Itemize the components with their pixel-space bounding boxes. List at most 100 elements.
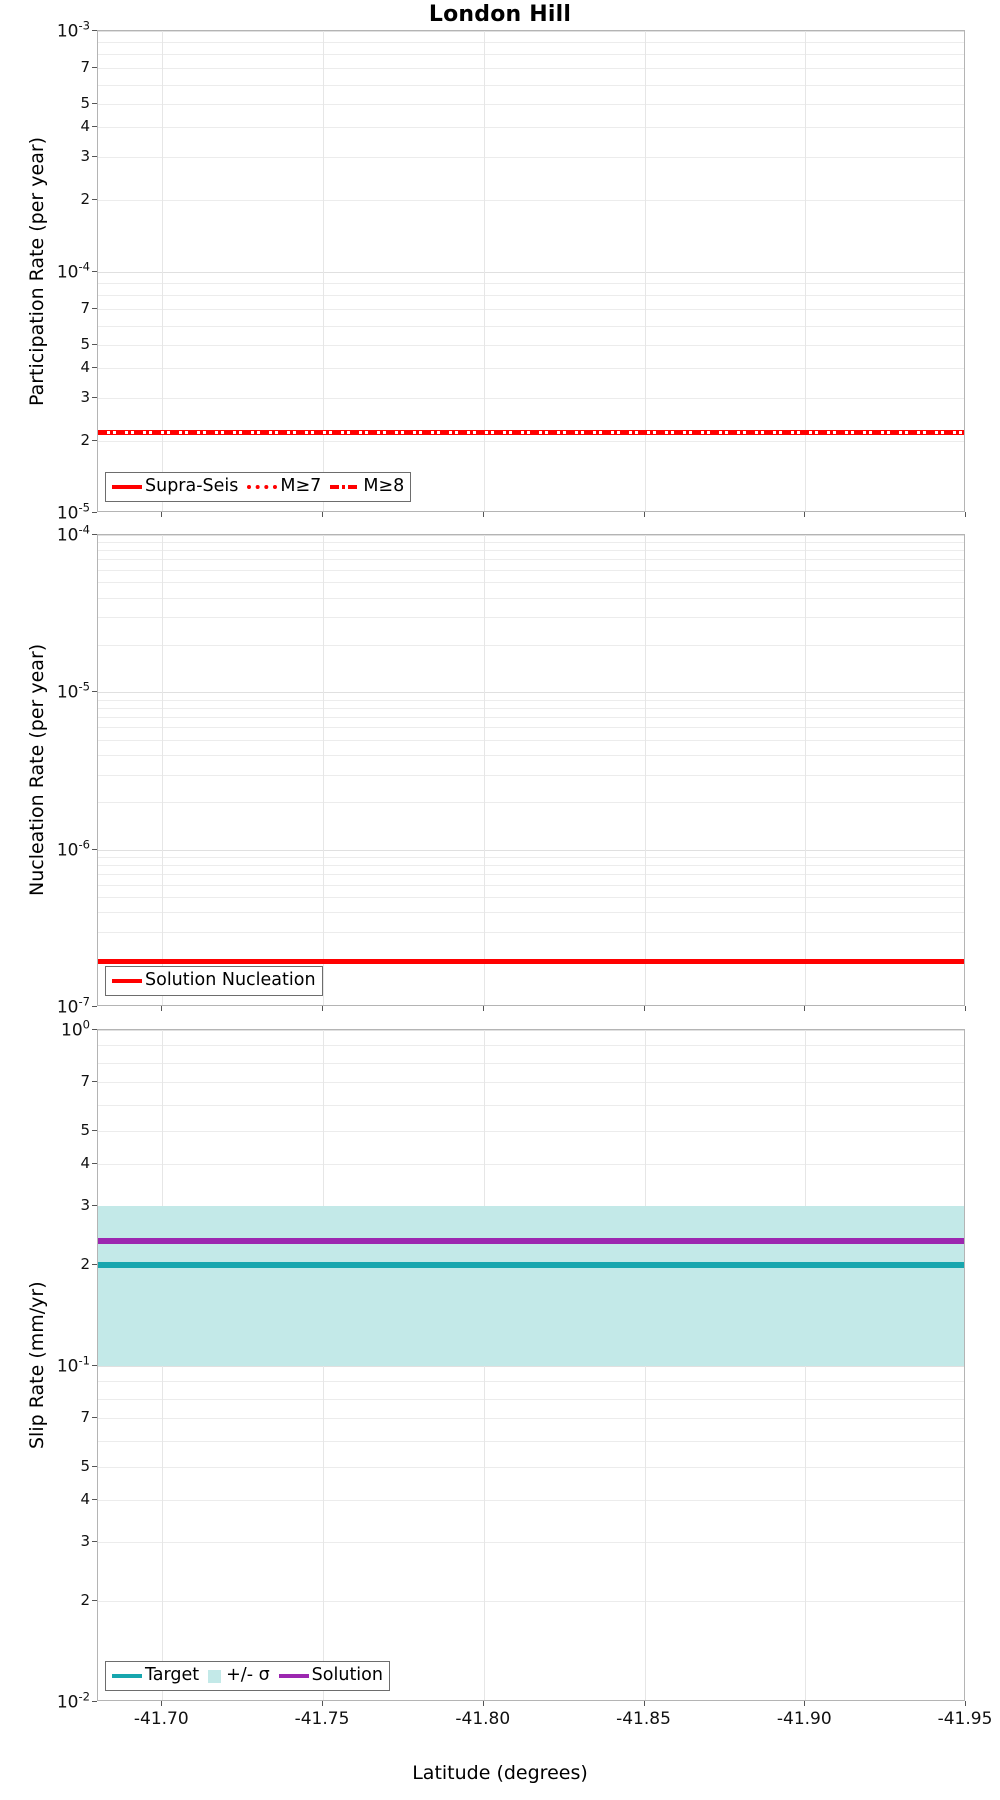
- y-tick-mark: [92, 1417, 97, 1418]
- gridline-horizontal: [98, 1045, 964, 1047]
- gridline-horizontal: [98, 283, 964, 284]
- panel2-legend[interactable]: Solution Nucleation: [105, 966, 323, 996]
- gridline-horizontal: [98, 344, 964, 346]
- gridline-horizontal: [98, 707, 964, 709]
- gridline-horizontal: [98, 1418, 964, 1419]
- panel2-y-axis-label: Nucleation Rate (per year): [26, 643, 48, 896]
- x-tick-mark: [643, 1006, 645, 1011]
- gridline-horizontal: [98, 1499, 964, 1501]
- legend-label: M≥7: [280, 476, 322, 497]
- gridline-horizontal: [98, 440, 964, 442]
- panel3-legend[interactable]: Target +/- σ Solution: [105, 1661, 390, 1691]
- legend-swatch-dashdot-line-icon: [330, 485, 361, 489]
- gridline-horizontal: [98, 1467, 964, 1469]
- legend-label: Supra-Seis: [145, 476, 239, 497]
- gridline-horizontal: [98, 1381, 964, 1383]
- gridline-horizontal: [98, 1082, 964, 1083]
- y-tick-label: 10-5: [56, 500, 90, 524]
- x-tick-label: -41.80: [455, 1709, 511, 1729]
- panel-nucleation-rate: 10-4 10-5 10-6 10-7 Solution Nucleation: [57, 523, 966, 1017]
- gridline-horizontal: [98, 103, 964, 105]
- series-solution-slip: [98, 1238, 964, 1245]
- gridline-horizontal: [98, 1440, 964, 1442]
- gridline-vertical: [483, 31, 485, 511]
- gridline-horizontal: [98, 727, 964, 729]
- y-tick-label: 10-6: [56, 837, 90, 861]
- panel3-y-axis-label: Slip Rate (mm/yr): [26, 1281, 48, 1449]
- panel2-plot-area: [97, 534, 965, 1006]
- x-tick-mark: [161, 1701, 163, 1706]
- gridline-vertical: [483, 535, 485, 1005]
- gridline-horizontal: [98, 398, 964, 399]
- x-tick-mark: [322, 1701, 323, 1706]
- y-tick-label: 4: [80, 1153, 90, 1172]
- legend-item: +/- σ: [208, 1667, 270, 1685]
- x-tick-mark: [161, 1006, 163, 1011]
- x-tick-mark: [482, 512, 484, 517]
- y-tick-mark: [92, 1162, 97, 1164]
- legend-label: M≥8: [363, 476, 405, 497]
- gridline-horizontal: [98, 716, 964, 718]
- y-tick-label: 4: [80, 1489, 90, 1508]
- gridline-vertical: [644, 31, 646, 511]
- gridline-horizontal: [98, 1163, 964, 1165]
- y-tick-label: 10-4: [56, 522, 90, 546]
- panel2-data: [98, 535, 964, 1005]
- y-tick-label: 7: [80, 1072, 90, 1090]
- legend-swatch-line-icon: [112, 1674, 142, 1678]
- series-solution-nucleation: [98, 958, 964, 964]
- legend-label: +/- σ: [226, 1665, 270, 1686]
- y-tick-mark: [92, 512, 97, 513]
- legend-swatch-line-icon: [278, 1674, 309, 1678]
- y-tick-mark: [92, 1701, 97, 1702]
- legend-swatch-line-icon: [112, 485, 142, 489]
- x-tick-mark: [965, 1006, 966, 1011]
- y-tick-mark: [92, 1599, 97, 1601]
- legend-label: Target: [145, 1665, 200, 1686]
- y-tick-label: 5: [80, 1457, 90, 1476]
- gridline-horizontal: [98, 199, 964, 201]
- gridline-horizontal: [98, 931, 964, 933]
- legend-item: Solution Nucleation: [112, 972, 316, 990]
- y-tick-label: 10-1: [56, 1353, 90, 1377]
- gridline-vertical: [805, 535, 807, 1005]
- panel1-data: [98, 31, 964, 511]
- legend-item: M≥7: [247, 478, 321, 496]
- gridline-horizontal: [98, 1541, 964, 1543]
- gridline-horizontal: [98, 272, 964, 273]
- y-tick-label: 10-3: [56, 18, 90, 42]
- x-tick-mark: [804, 1006, 806, 1011]
- gridline-horizontal: [98, 569, 964, 571]
- legend-swatch-dotted-line-icon: [247, 485, 278, 489]
- legend-swatch-band-icon: [208, 1669, 222, 1683]
- y-tick-mark: [92, 1081, 97, 1082]
- gridline-horizontal: [98, 1398, 964, 1400]
- gridline-horizontal: [98, 550, 964, 552]
- y-tick-label: 3: [80, 1195, 90, 1214]
- y-tick-label: 2: [80, 1254, 90, 1273]
- y-tick-mark: [92, 1466, 97, 1468]
- panel1-legend[interactable]: Supra-Seis M≥7 M≥8: [105, 472, 412, 502]
- gridline-horizontal: [98, 739, 964, 741]
- y-tick-label: 10-7: [56, 994, 90, 1018]
- x-tick-mark: [322, 1006, 323, 1011]
- gridline-horizontal: [98, 617, 964, 619]
- y-tick-label: 2: [80, 430, 90, 449]
- panel-participation-rate: 10-3 7 5 4 3 2 10-4 7 5 4 3 2 10-5 Supra-Seis M≥7 M≥8: [57, 19, 966, 523]
- y-tick-label: 5: [80, 334, 90, 353]
- series-target-slip: [98, 1261, 964, 1268]
- y-tick-mark: [92, 848, 97, 850]
- x-tick-label: -41.90: [776, 1709, 832, 1729]
- gridline-horizontal: [98, 849, 964, 851]
- y-tick-label: 10-4: [56, 259, 90, 283]
- gridline-horizontal: [98, 1600, 964, 1602]
- gridline-horizontal: [98, 856, 964, 858]
- gridline-horizontal: [98, 542, 964, 544]
- gridline-horizontal: [98, 68, 964, 70]
- gridline-vertical: [162, 535, 164, 1005]
- x-tick-label: -41.75: [294, 1709, 350, 1729]
- x-tick-label: -41.95: [937, 1709, 993, 1729]
- gridline-horizontal: [98, 897, 964, 898]
- series-m-ge-8: [98, 431, 964, 435]
